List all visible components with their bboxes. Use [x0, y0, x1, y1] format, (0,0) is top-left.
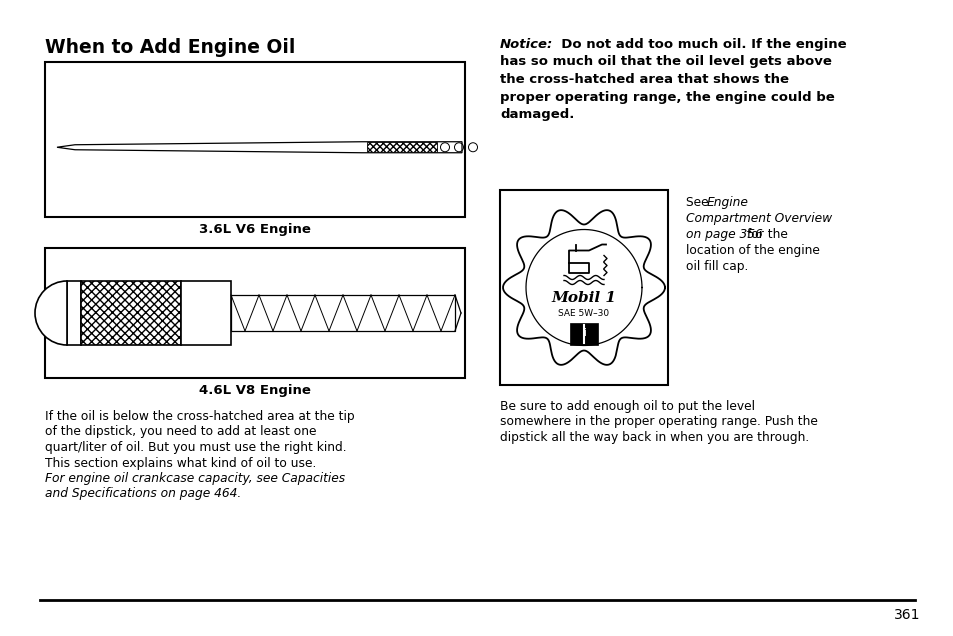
Text: of the dipstick, you need to add at least one: of the dipstick, you need to add at leas…	[45, 425, 316, 438]
Bar	[231, 295, 455, 331]
Text: has so much oil that the oil level gets above: has so much oil that the oil level gets …	[499, 55, 831, 69]
Text: somewhere in the proper operating range. Push the: somewhere in the proper operating range.…	[499, 415, 817, 429]
Text: damaged.: damaged.	[499, 108, 574, 121]
Text: i: i	[581, 329, 585, 338]
Text: and Specifications on page 464.: and Specifications on page 464.	[45, 488, 241, 501]
Text: Do not add too much oil. If the engine: Do not add too much oil. If the engine	[552, 38, 845, 51]
Text: proper operating range, the engine could be: proper operating range, the engine could…	[499, 90, 834, 104]
Text: Mobil 1: Mobil 1	[551, 291, 616, 305]
Text: If the oil is below the cross-hatched area at the tip: If the oil is below the cross-hatched ar…	[45, 410, 355, 423]
Bar	[67, 281, 81, 345]
Text: oil fill cap.: oil fill cap.	[685, 260, 747, 273]
Bar	[81, 281, 181, 345]
Text: dipstick all the way back in when you are through.: dipstick all the way back in when you ar…	[499, 431, 808, 444]
Text: Engine: Engine	[706, 196, 748, 209]
Text: Notice:: Notice:	[499, 38, 553, 51]
Text: Be sure to add enough oil to put the level: Be sure to add enough oil to put the lev…	[499, 400, 754, 413]
Text: the cross-hatched area that shows the: the cross-hatched area that shows the	[499, 73, 788, 86]
Text: 4.6L V8 Engine: 4.6L V8 Engine	[199, 384, 311, 397]
Bar	[569, 322, 598, 345]
Bar	[45, 248, 464, 378]
Text: For engine oil crankcase capacity, see Capacities: For engine oil crankcase capacity, see C…	[45, 472, 345, 485]
Text: See: See	[685, 196, 712, 209]
Text: on page 356: on page 356	[685, 228, 762, 241]
Text: This section explains what kind of oil to use.: This section explains what kind of oil t…	[45, 457, 316, 469]
Polygon shape	[57, 142, 461, 153]
Bar	[367, 142, 436, 152]
Text: 3.6L V6 Engine: 3.6L V6 Engine	[199, 223, 311, 236]
Bar	[499, 190, 667, 385]
Text: location of the engine: location of the engine	[685, 244, 819, 257]
Bar	[181, 281, 231, 345]
Bar	[45, 62, 464, 217]
Text: SAE 5W–30: SAE 5W–30	[558, 309, 609, 318]
Text: quart/liter of oil. But you must use the right kind.: quart/liter of oil. But you must use the…	[45, 441, 346, 454]
Text: 361: 361	[893, 608, 919, 622]
Text: Compartment Overview: Compartment Overview	[685, 212, 831, 225]
Text: for the: for the	[742, 228, 787, 241]
Wedge shape	[35, 281, 67, 345]
Text: When to Add Engine Oil: When to Add Engine Oil	[45, 38, 295, 57]
